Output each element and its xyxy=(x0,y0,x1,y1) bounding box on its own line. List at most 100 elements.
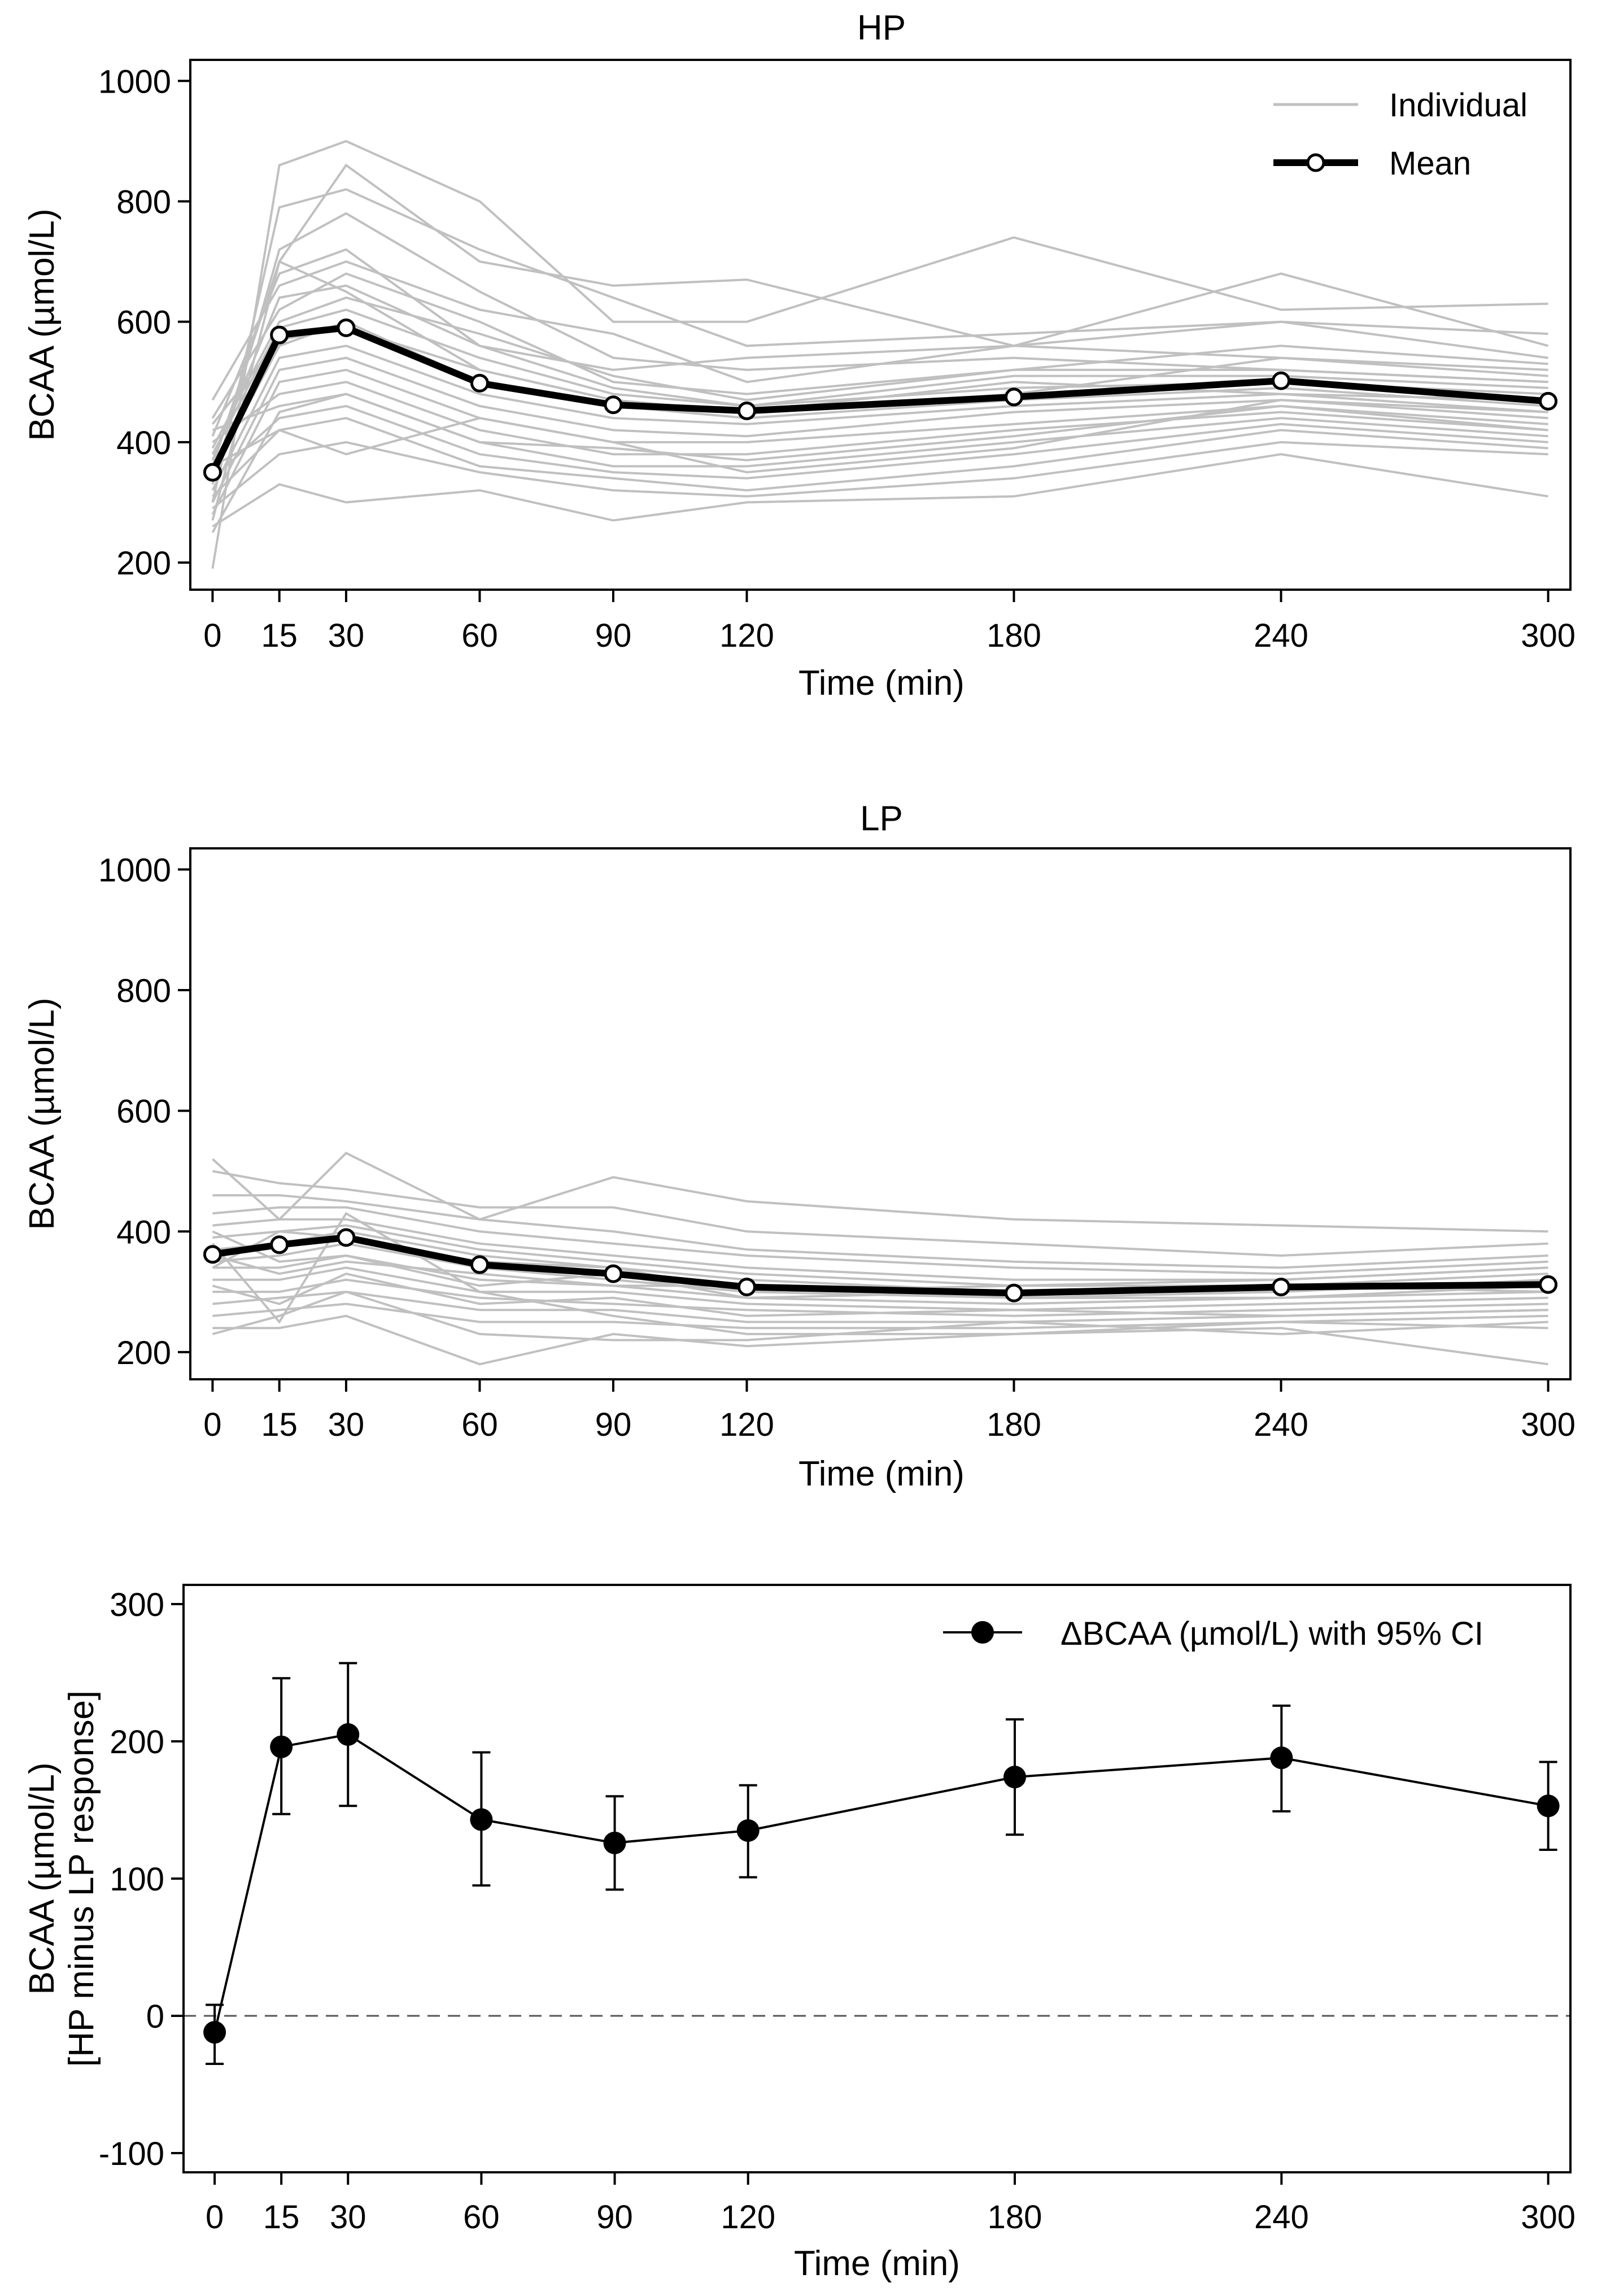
legend-individual-label: Individual xyxy=(1389,87,1528,124)
lp-individual-line xyxy=(212,1254,1548,1299)
hp-x-tick-label: 60 xyxy=(461,617,498,654)
lp-y-axis-label: BCAA (µmol/L) xyxy=(23,997,62,1230)
hp-mean-point xyxy=(737,401,756,420)
lp-mean-point xyxy=(1005,1283,1024,1302)
lp-y-ticks: 200 400 600 800 1000 xyxy=(98,852,190,1371)
hp-individual-line xyxy=(212,441,1548,509)
diff-point xyxy=(1003,1766,1027,1789)
hp-individual-line xyxy=(212,399,1548,474)
hp-individual-line xyxy=(211,356,1548,503)
hp-mean-point xyxy=(604,395,623,415)
lp-individual-line xyxy=(212,1290,1548,1341)
diff-x-tick-label: 15 xyxy=(263,2199,300,2236)
diff-x-tick-label: 120 xyxy=(721,2199,775,2236)
lp-mean-point xyxy=(203,1245,222,1264)
lp-x-tick-label: 15 xyxy=(261,1406,298,1443)
lp-individual-line xyxy=(211,1212,1548,1335)
lp-mean-point xyxy=(1539,1275,1558,1294)
lp-individual-line xyxy=(212,1273,1548,1317)
lp-y-tick-label: 200 xyxy=(116,1335,171,1371)
hp-x-tick-label: 15 xyxy=(261,617,298,654)
diff-panel: -100 0 100 200 300 0 15 30 60 90 120 180 240 300 Tim… xyxy=(23,1584,1576,2283)
lp-y-tick-label: 1000 xyxy=(98,852,171,888)
diff-x-tick-label: 180 xyxy=(988,2199,1042,2236)
lp-x-tick-label: 240 xyxy=(1254,1406,1308,1443)
hp-mean-point xyxy=(270,325,289,345)
hp-x-tick-label: 240 xyxy=(1254,617,1308,654)
hp-individual-line xyxy=(211,284,1548,461)
diff-y-axis-label-2: [HP minus LP response] xyxy=(62,1691,101,2067)
lp-individual-lines xyxy=(211,1151,1548,1366)
hp-x-tick-label: 90 xyxy=(595,617,632,654)
diff-y-tick-label: 300 xyxy=(110,1587,164,1623)
lp-individual-line xyxy=(212,1206,1548,1275)
hp-individual-line xyxy=(211,188,1548,503)
hp-mean-point xyxy=(470,373,489,393)
lp-panel: LP 200 400 600 800 1000 0 15 30 60 90 120 180 240 30… xyxy=(23,799,1576,1493)
lp-mean-point xyxy=(1272,1278,1291,1297)
hp-y-tick-label: 800 xyxy=(116,184,171,220)
diff-point xyxy=(603,1831,626,1854)
hp-individual-line xyxy=(211,163,1549,521)
hp-individual-line xyxy=(211,345,1548,491)
lp-title: LP xyxy=(860,799,903,838)
diff-x-tick-label: 0 xyxy=(206,2199,224,2236)
diff-y-axis-label: BCAA (µmol/L) xyxy=(23,1762,62,1994)
diff-x-tick-label: 90 xyxy=(596,2199,633,2236)
lp-mean-point xyxy=(270,1235,289,1254)
hp-plot-frame xyxy=(189,59,1572,591)
diff-x-tick-label: 300 xyxy=(1521,2199,1576,2236)
hp-y-tick-label: 400 xyxy=(116,425,171,461)
hp-y-tick-label: 200 xyxy=(116,545,171,582)
hp-individual-line xyxy=(212,453,1548,528)
hp-y-tick-label: 1000 xyxy=(98,63,171,100)
diff-point xyxy=(270,1735,293,1758)
lp-y-tick-label: 800 xyxy=(116,973,171,1009)
hp-individual-line xyxy=(212,404,1548,480)
hp-x-tick-label: 0 xyxy=(203,617,221,654)
diff-mean-line xyxy=(203,1723,1560,2044)
diff-point xyxy=(470,1808,493,1831)
lp-x-tick-label: 180 xyxy=(987,1406,1041,1443)
hp-x-tick-label: 120 xyxy=(719,617,774,654)
diff-y-ticks: -100 0 100 200 300 xyxy=(99,1587,184,2172)
diff-y-tick-label: 0 xyxy=(146,1998,164,2035)
hp-panel: HP 200 400 600 800 1000 0 15 30 60 90 120 180 240 30… xyxy=(23,8,1576,703)
legend-delta-marker xyxy=(971,1621,994,1644)
hp-individual-line xyxy=(212,393,1548,468)
lp-mean-line xyxy=(203,1228,1558,1302)
hp-individual-line xyxy=(211,140,1548,569)
hp-x-axis-label: Time (min) xyxy=(798,664,965,703)
hp-mean-point xyxy=(1005,387,1024,407)
hp-x-tick-label: 180 xyxy=(987,617,1041,654)
diff-confidence-intervals xyxy=(206,1662,1557,2066)
hp-individual-line xyxy=(211,417,1548,498)
lp-y-tick-label: 600 xyxy=(116,1093,171,1130)
legend-delta-label: ΔBCAA (µmol/L) with 95% CI xyxy=(1061,1615,1483,1652)
lp-x-tick-label: 90 xyxy=(595,1406,632,1443)
hp-individual-line xyxy=(211,296,1548,449)
hp-mean-point xyxy=(1539,391,1558,411)
lp-x-tick-label: 0 xyxy=(203,1406,221,1443)
hp-individual-line xyxy=(211,260,1548,401)
hp-x-tick-label: 30 xyxy=(328,617,365,654)
hp-y-ticks: 200 400 600 800 1000 xyxy=(98,63,190,582)
hp-y-tick-label: 600 xyxy=(116,304,171,341)
lp-mean-point xyxy=(470,1255,489,1274)
diff-x-tick-label: 30 xyxy=(330,2199,366,2236)
hp-mean-point xyxy=(337,318,356,337)
diff-point xyxy=(203,2021,226,2044)
lp-plot-frame xyxy=(189,847,1572,1380)
lp-mean-point xyxy=(604,1264,623,1283)
hp-legend: Individual Mean xyxy=(1273,87,1528,182)
hp-y-axis-label: BCAA (µmol/L) xyxy=(23,208,62,441)
lp-x-axis-label: Time (min) xyxy=(798,1454,965,1493)
hp-individual-lines xyxy=(211,140,1549,569)
diff-y-tick-label: 200 xyxy=(110,1724,164,1761)
diff-x-tick-label: 60 xyxy=(463,2199,500,2236)
hp-title: HP xyxy=(857,8,906,47)
lp-x-tick-label: 30 xyxy=(328,1406,365,1443)
hp-mean-line xyxy=(203,318,1558,482)
lp-individual-line xyxy=(212,1291,1548,1323)
